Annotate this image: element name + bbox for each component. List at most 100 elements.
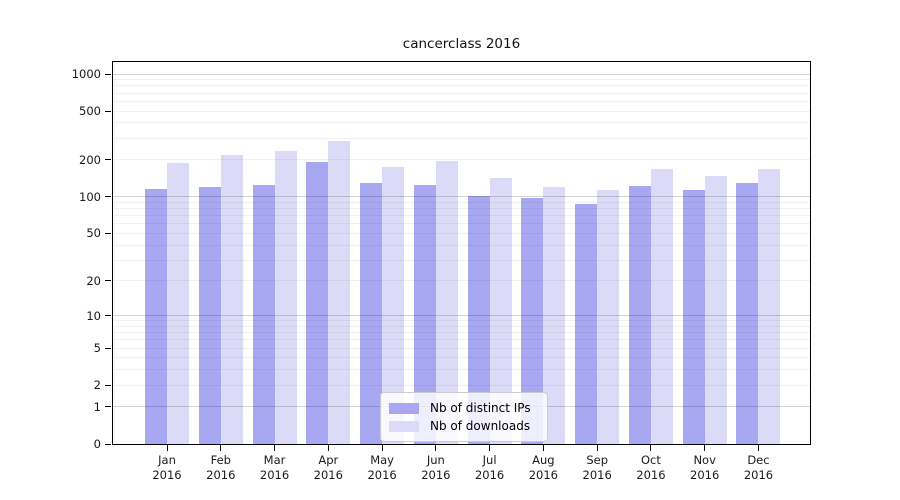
y-tick-label: 0 bbox=[93, 437, 101, 451]
x-tick-label: Jan 2016 bbox=[137, 453, 197, 483]
x-tick-year: 2016 bbox=[152, 468, 182, 482]
gridline-major bbox=[113, 196, 810, 198]
bar-downloads-sep bbox=[597, 190, 620, 444]
bar-ips-feb bbox=[198, 186, 221, 444]
y-tick bbox=[105, 347, 111, 349]
bar-ips-jul bbox=[467, 196, 490, 444]
x-tick-label: Jul 2016 bbox=[460, 453, 520, 483]
x-tick-month: Oct bbox=[640, 453, 661, 467]
legend-swatch-ips-icon bbox=[389, 402, 419, 414]
gridline-minor bbox=[113, 384, 810, 386]
gridline-minor bbox=[113, 369, 810, 371]
legend-label-downloads: Nb of downloads bbox=[430, 419, 531, 433]
bar-downloads-mar bbox=[274, 151, 297, 444]
gridline-major bbox=[113, 315, 810, 317]
x-tick bbox=[704, 445, 706, 451]
gridline-minor bbox=[113, 232, 810, 234]
legend-label-distinct-ips: Nb of distinct IPs bbox=[430, 401, 531, 415]
plot-area bbox=[112, 61, 811, 445]
gridline-minor bbox=[113, 92, 810, 94]
x-tick bbox=[542, 445, 544, 451]
gridline-minor bbox=[113, 110, 810, 112]
bar-ips-may bbox=[360, 183, 383, 444]
gridline-minor bbox=[113, 347, 810, 349]
y-tick bbox=[105, 232, 111, 234]
gridline-minor bbox=[113, 122, 810, 124]
x-tick-label: Nov 2016 bbox=[675, 453, 735, 483]
gridline-minor bbox=[113, 320, 810, 322]
bar-ips-jan bbox=[145, 189, 167, 444]
x-tick bbox=[274, 445, 276, 451]
x-tick-month: Dec bbox=[747, 453, 770, 467]
x-tick-label: Apr 2016 bbox=[298, 453, 358, 483]
bar-ips-mar bbox=[252, 184, 275, 444]
legend-swatch-downloads-icon bbox=[389, 420, 419, 432]
gridline-minor bbox=[113, 208, 810, 210]
x-tick bbox=[650, 445, 652, 451]
gridline-minor bbox=[113, 100, 810, 102]
x-tick-month: Aug bbox=[532, 453, 555, 467]
chart-title: cancerclass 2016 bbox=[402, 36, 521, 52]
x-tick-month: Apr bbox=[318, 453, 339, 467]
x-tick bbox=[489, 445, 491, 451]
x-tick-label: Sep 2016 bbox=[567, 453, 627, 483]
y-tick bbox=[105, 406, 111, 408]
gridline-minor bbox=[113, 159, 810, 161]
x-tick-month: Feb bbox=[210, 453, 231, 467]
y-tick-label: 200 bbox=[79, 152, 101, 167]
bar-ips-aug bbox=[521, 197, 544, 444]
gridline-minor bbox=[113, 339, 810, 341]
legend-item-downloads: Nb of downloads bbox=[389, 417, 539, 435]
bar-ips-sep bbox=[575, 203, 598, 444]
bar-downloads-oct bbox=[650, 168, 673, 444]
x-tick-label: Aug 2016 bbox=[513, 453, 573, 483]
bar-downloads-may bbox=[382, 167, 405, 444]
bar-downloads-jul bbox=[489, 178, 512, 444]
legend-item-distinct-ips: Nb of distinct IPs bbox=[389, 399, 539, 417]
y-tick-label: 100 bbox=[79, 189, 101, 204]
bar-ips-dec bbox=[736, 183, 759, 444]
y-tick-label: 5 bbox=[93, 341, 101, 356]
x-tick-label: Feb 2016 bbox=[191, 453, 251, 483]
bar-downloads-jun bbox=[435, 161, 458, 444]
x-tick-year: 2016 bbox=[367, 468, 397, 482]
bar-ips-oct bbox=[628, 185, 651, 444]
y-tick bbox=[105, 315, 111, 317]
x-tick bbox=[757, 445, 759, 451]
bar-downloads-dec bbox=[758, 168, 781, 444]
x-tick bbox=[166, 445, 168, 451]
x-tick-year: 2016 bbox=[421, 468, 451, 482]
y-tick bbox=[105, 280, 111, 282]
x-tick-label: May 2016 bbox=[352, 453, 412, 483]
x-tick-month: Jun bbox=[426, 453, 445, 467]
y-tick-label: 500 bbox=[79, 104, 101, 119]
gridline-major bbox=[113, 73, 810, 75]
y-tick-label: 1 bbox=[93, 399, 101, 414]
y-tick bbox=[105, 196, 111, 198]
x-tick-year: 2016 bbox=[690, 468, 720, 482]
x-tick bbox=[220, 445, 222, 451]
x-tick-year: 2016 bbox=[582, 468, 612, 482]
y-tick bbox=[105, 159, 111, 161]
x-tick-year: 2016 bbox=[636, 468, 666, 482]
x-tick-month: Mar bbox=[263, 453, 286, 467]
x-tick-month: May bbox=[370, 453, 394, 467]
y-tick bbox=[105, 443, 111, 445]
bar-ips-nov bbox=[682, 189, 705, 444]
gridline-minor bbox=[113, 223, 810, 225]
y-tick-label: 20 bbox=[86, 273, 101, 288]
y-tick-label: 1000 bbox=[71, 67, 101, 81]
x-tick-label: Oct 2016 bbox=[621, 453, 681, 483]
x-tick-year: 2016 bbox=[474, 468, 505, 482]
x-tick-year: 2016 bbox=[313, 468, 343, 482]
y-tick bbox=[105, 110, 111, 112]
bar-downloads-apr bbox=[328, 141, 351, 444]
y-tick-label: 2 bbox=[93, 378, 101, 393]
y-tick-label: 50 bbox=[86, 226, 101, 241]
gridline-minor bbox=[113, 259, 810, 261]
x-tick-label: Mar 2016 bbox=[245, 453, 305, 483]
x-tick-year: 2016 bbox=[528, 468, 559, 482]
x-tick-year: 2016 bbox=[743, 468, 774, 482]
x-tick-label: Jun 2016 bbox=[406, 453, 466, 483]
